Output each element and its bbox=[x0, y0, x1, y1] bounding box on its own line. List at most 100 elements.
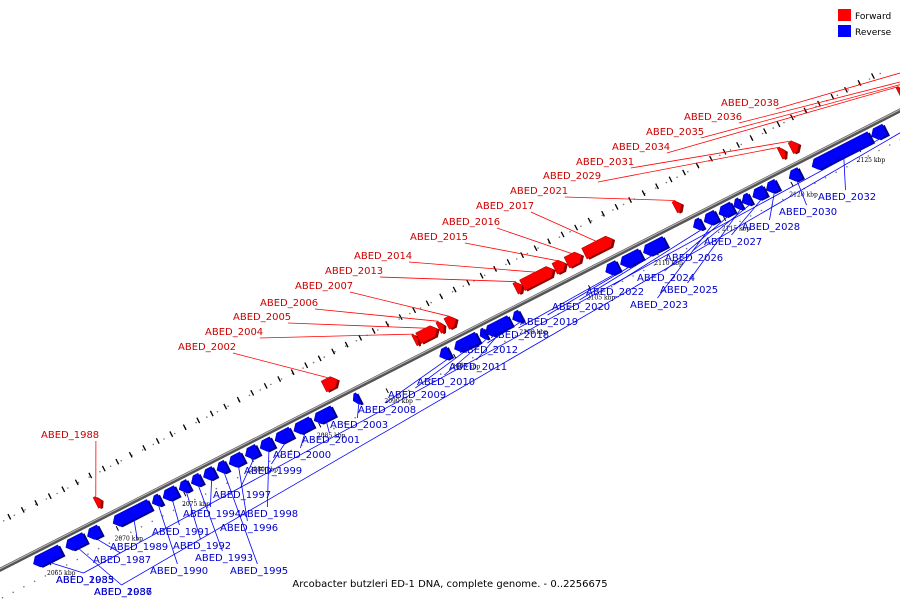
forward-gene-arrow[interactable] bbox=[671, 200, 682, 214]
forward-gene-arrow[interactable] bbox=[581, 235, 613, 260]
reverse-gene-arrow[interactable] bbox=[65, 532, 88, 551]
gene-abed-2012[interactable] bbox=[512, 309, 526, 324]
reverse-gene-arrow[interactable] bbox=[454, 331, 481, 353]
reverse-gene-arrow[interactable] bbox=[741, 192, 754, 206]
reverse-gene-arrow[interactable] bbox=[733, 197, 744, 211]
reverse-gene-arrow[interactable] bbox=[178, 479, 192, 493]
reverse-gene-arrow[interactable] bbox=[191, 472, 204, 487]
forward-gene-arrow[interactable] bbox=[895, 86, 900, 99]
forward-gene-arrow[interactable] bbox=[512, 281, 523, 295]
gene-abed-2003[interactable] bbox=[352, 392, 364, 406]
gene-abed-2018[interactable] bbox=[605, 260, 623, 276]
gene-abed-1990[interactable] bbox=[151, 493, 166, 508]
reverse-gene-arrow[interactable] bbox=[293, 416, 315, 435]
reverse-gene-arrow[interactable] bbox=[87, 524, 103, 540]
gene-abed-2015[interactable] bbox=[551, 259, 568, 275]
reverse-gene-arrow[interactable] bbox=[512, 309, 524, 323]
forward-gene-arrow[interactable] bbox=[519, 266, 554, 292]
gene-abed-1987[interactable] bbox=[87, 524, 105, 541]
reverse-gene-arrow[interactable] bbox=[620, 248, 644, 268]
reverse-gene-arrow[interactable] bbox=[605, 260, 621, 276]
gene-abed-2014[interactable] bbox=[519, 266, 556, 292]
gene-abed-2026[interactable] bbox=[741, 192, 756, 207]
legend: Forward Reverse bbox=[838, 9, 892, 38]
reverse-gene-arrow[interactable] bbox=[216, 459, 230, 474]
forward-guide-dot bbox=[280, 378, 283, 380]
reverse-gene-arrow[interactable] bbox=[112, 499, 153, 527]
gene-abed-2010[interactable] bbox=[479, 327, 491, 341]
reverse-gene-arrow[interactable] bbox=[643, 236, 669, 257]
gene-abed-2032[interactable] bbox=[811, 131, 876, 171]
gene-abed-1986[interactable] bbox=[65, 532, 90, 552]
reverse-gene-arrow[interactable] bbox=[313, 405, 337, 425]
gene-abed-2033[interactable] bbox=[871, 123, 890, 141]
reverse-gene-arrow[interactable] bbox=[352, 392, 362, 405]
forward-gene-arrow[interactable] bbox=[415, 325, 438, 345]
gene-abed-1991[interactable] bbox=[162, 485, 182, 502]
forward-gene-arrow[interactable] bbox=[563, 251, 582, 269]
reverse-gene-arrow[interactable] bbox=[228, 451, 246, 468]
gene-abed-2031[interactable] bbox=[787, 140, 802, 155]
gene-abed-1985[interactable] bbox=[33, 544, 66, 568]
gene-abed-2000[interactable] bbox=[293, 416, 317, 435]
gene-abed-1997[interactable] bbox=[245, 443, 263, 460]
gene-abed-2021[interactable] bbox=[671, 200, 684, 214]
gene-abed-2008[interactable] bbox=[439, 346, 455, 361]
gene-abed-2011[interactable] bbox=[485, 315, 515, 338]
reverse-gene-arrow[interactable] bbox=[765, 178, 781, 194]
reverse-gene-arrow[interactable] bbox=[693, 217, 705, 231]
reverse-gene-arrow[interactable] bbox=[274, 426, 295, 445]
reverse-gene-arrow[interactable] bbox=[439, 346, 453, 361]
reverse-gene-arrow[interactable] bbox=[703, 209, 720, 226]
reverse-gene-arrow[interactable] bbox=[871, 123, 888, 140]
gene-abed-2025[interactable] bbox=[733, 197, 746, 211]
forward-gene-arrow[interactable] bbox=[776, 147, 786, 160]
reverse-gene-arrow[interactable] bbox=[151, 493, 164, 507]
forward-gene-arrow[interactable] bbox=[320, 376, 338, 393]
gene-abed-2034[interactable] bbox=[895, 86, 900, 100]
gene-abed-1995[interactable] bbox=[216, 459, 232, 475]
reverse-gene-arrow[interactable] bbox=[245, 443, 261, 460]
gene-abed-1998[interactable] bbox=[259, 436, 278, 453]
reverse-gene-arrow[interactable] bbox=[788, 167, 803, 182]
reverse-gene-arrow[interactable] bbox=[203, 466, 218, 481]
forward-track-tick bbox=[817, 100, 821, 107]
forward-gene-arrow[interactable] bbox=[92, 496, 102, 509]
gene-abed-1988[interactable] bbox=[92, 496, 104, 510]
gene-abed-2005[interactable] bbox=[415, 325, 440, 345]
gene-abed-1999[interactable] bbox=[274, 426, 297, 445]
reverse-gene-arrow[interactable] bbox=[33, 544, 64, 568]
reverse-gene-arrow[interactable] bbox=[811, 131, 874, 170]
reverse-gene-arrow[interactable] bbox=[259, 436, 276, 452]
gene-abed-2009[interactable] bbox=[454, 331, 483, 353]
gene-leader-line bbox=[314, 308, 439, 322]
gene-abed-2028[interactable] bbox=[765, 178, 783, 194]
gene-abed-2030[interactable] bbox=[788, 167, 805, 183]
reverse-gene-arrow[interactable] bbox=[718, 201, 736, 218]
gene-abed-2019[interactable] bbox=[620, 248, 646, 269]
reverse-gene-arrow[interactable] bbox=[752, 185, 768, 201]
gene-abed-1994[interactable] bbox=[203, 466, 220, 482]
gene-abed-2013[interactable] bbox=[512, 281, 525, 295]
gene-abed-1989[interactable] bbox=[112, 499, 155, 528]
gene-abed-1992[interactable] bbox=[178, 479, 194, 494]
gene-abed-2017[interactable] bbox=[581, 235, 616, 260]
reverse-gene-arrow[interactable] bbox=[162, 485, 180, 502]
gene-abed-1993[interactable] bbox=[191, 472, 206, 488]
gene-abed-2001[interactable] bbox=[313, 405, 339, 425]
forward-gene-arrow[interactable] bbox=[787, 140, 800, 155]
gene-abed-2029[interactable] bbox=[776, 147, 788, 160]
gene-abed-2022[interactable] bbox=[693, 217, 707, 232]
gene-abed-2020[interactable] bbox=[643, 236, 671, 257]
reverse-guide-dot bbox=[258, 466, 260, 468]
gene-abed-2002[interactable] bbox=[320, 376, 340, 393]
forward-guide-dot bbox=[24, 509, 26, 511]
gene-abed-2006[interactable] bbox=[435, 321, 447, 335]
gene-abed-2016[interactable] bbox=[563, 251, 584, 269]
forward-gene-arrow[interactable] bbox=[435, 321, 445, 334]
reverse-gene-arrow[interactable] bbox=[485, 315, 513, 337]
gene-abed-2024[interactable] bbox=[718, 201, 738, 218]
gene-abed-2023[interactable] bbox=[703, 209, 722, 226]
gene-abed-1996[interactable] bbox=[228, 451, 248, 468]
